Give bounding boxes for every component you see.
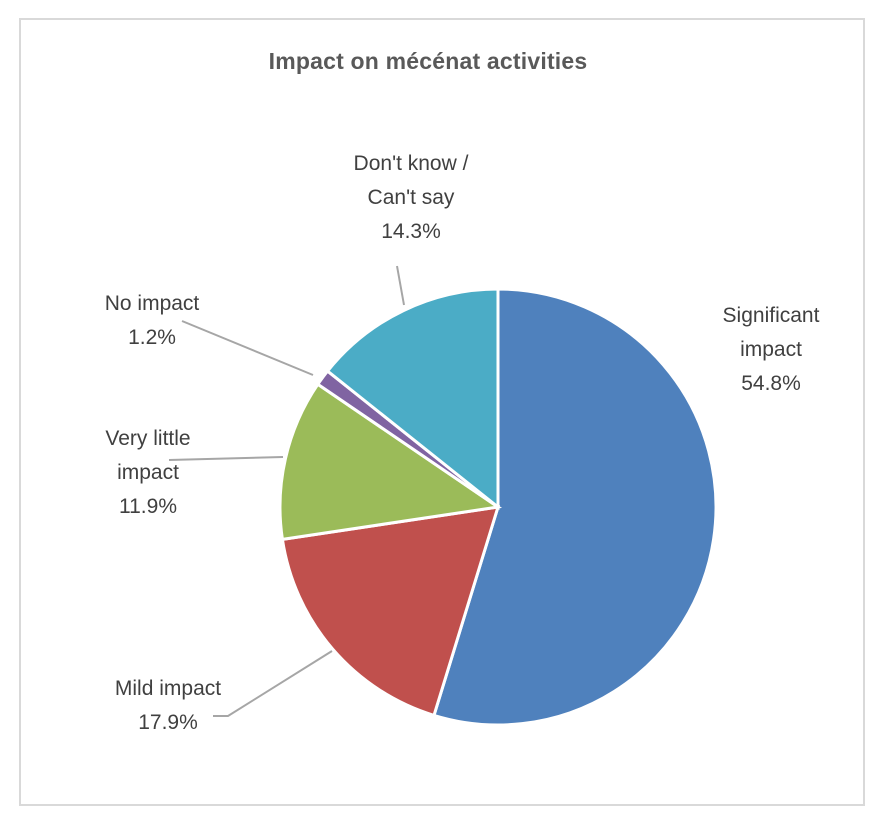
data-label-2: Very little impact 11.9% [105,427,190,518]
pie-slice-2 [278,382,503,542]
data-label-0: Significant impact 54.8% [723,304,820,395]
data-label-3: No impact 1.2% [105,292,200,349]
pie-slice-1 [280,505,501,718]
leader-line-1 [213,650,333,717]
leader-line-2 [168,456,284,461]
chart-title: Impact on mécénat activities [268,48,588,74]
pie-slice-4 [325,287,500,511]
data-labels: Significant impact 54.8% Mild impact 17.9% Ve… [105,152,820,734]
leader-line-4 [396,265,405,306]
pie-slices [278,287,718,727]
pie-slice-0 [432,287,718,727]
leader-lines [168,265,405,717]
leader-line-3 [181,320,314,376]
data-label-4: Don't know / Can't say 14.3% [354,152,469,243]
data-label-1: Mild impact 17.9% [115,677,221,734]
